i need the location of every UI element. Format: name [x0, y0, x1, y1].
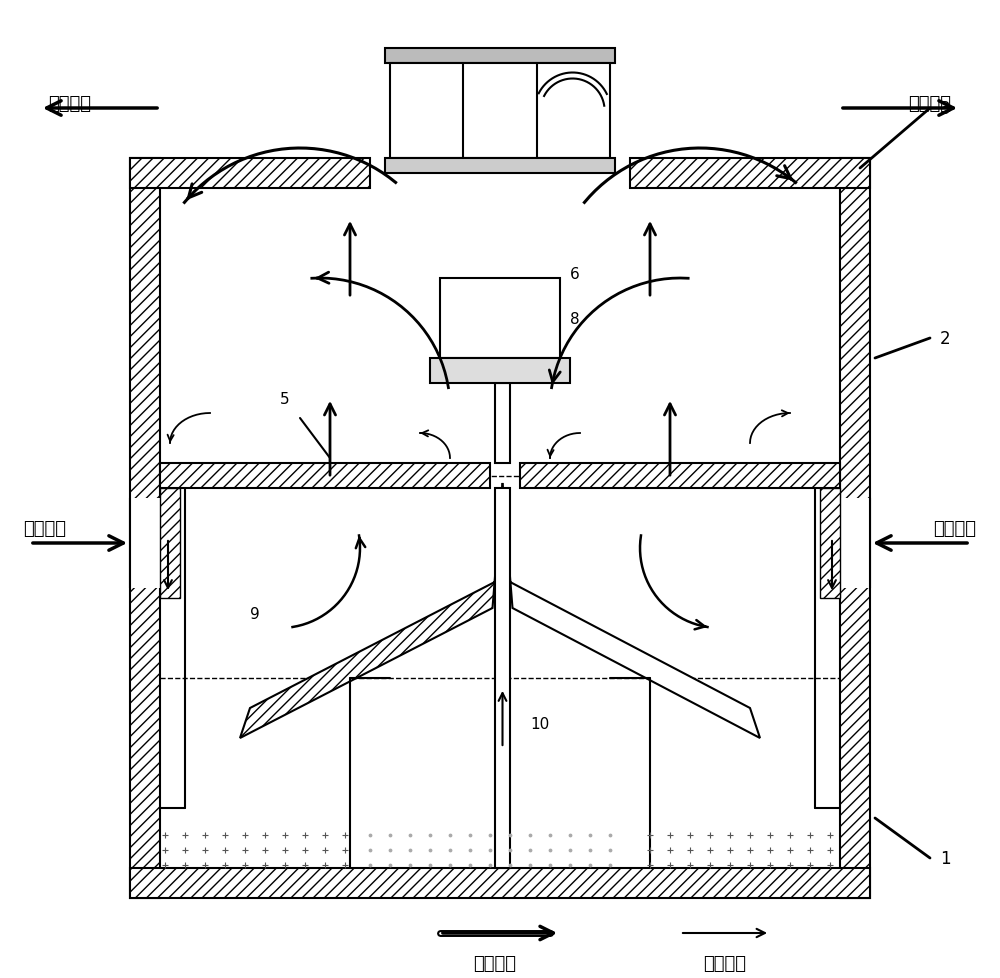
Bar — [385, 49, 615, 64]
Text: 污浊空气: 污浊空气 — [24, 519, 67, 538]
Text: 水的流向: 水的流向 — [704, 954, 746, 972]
Polygon shape — [503, 483, 760, 738]
Bar — [130, 158, 160, 898]
Text: 洁净空气: 洁净空气 — [49, 95, 92, 112]
Polygon shape — [240, 483, 503, 738]
Bar — [820, 488, 840, 599]
Bar — [130, 499, 160, 589]
Bar — [495, 488, 510, 868]
Bar — [520, 464, 840, 488]
Bar — [130, 158, 370, 189]
Bar — [630, 158, 870, 189]
Bar — [440, 279, 560, 359]
Text: 6: 6 — [570, 267, 580, 282]
Bar — [840, 158, 870, 898]
Text: 10: 10 — [530, 716, 549, 732]
Text: 污浊空气: 污浊空气 — [934, 519, 976, 538]
Text: 1: 1 — [940, 849, 951, 867]
Text: 8: 8 — [570, 312, 580, 327]
Bar — [130, 868, 870, 898]
Bar — [160, 464, 490, 488]
Bar — [390, 64, 610, 158]
Text: 5: 5 — [280, 391, 290, 407]
Text: 9: 9 — [250, 606, 260, 621]
Text: 洁净空气: 洁净空气 — [908, 95, 952, 112]
Bar — [385, 158, 615, 174]
Bar — [160, 488, 180, 599]
Text: 空气流向: 空气流向 — [474, 954, 516, 972]
Bar — [840, 499, 870, 589]
Text: 3: 3 — [940, 100, 951, 118]
Text: 2: 2 — [940, 330, 951, 347]
Bar — [160, 189, 840, 868]
Bar — [495, 383, 510, 464]
Bar — [430, 359, 570, 383]
